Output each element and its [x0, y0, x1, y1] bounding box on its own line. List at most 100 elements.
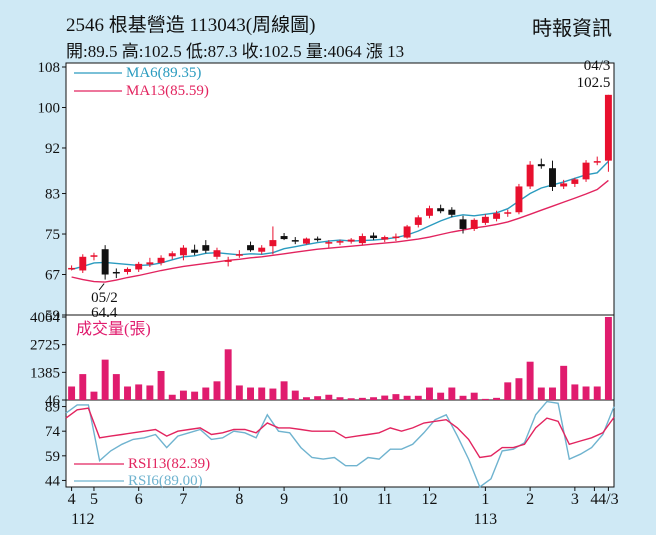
volume-bar [470, 392, 478, 400]
price-tick-label: 67 [45, 268, 61, 284]
low-annotation: 05/2 [91, 290, 118, 306]
rsi13-line [65, 407, 615, 459]
ma13-legend-label: MA13(85.59) [126, 83, 209, 99]
volume-bar [481, 398, 489, 400]
candle-body [459, 219, 467, 229]
ma6-legend-label: MA6(89.35) [126, 65, 201, 81]
candle-body [280, 236, 288, 240]
candle-body [381, 237, 389, 240]
volume-bar [124, 386, 131, 400]
volume-bar [504, 382, 512, 400]
candle-body [191, 249, 199, 253]
candle-body [291, 240, 299, 242]
volume-bar [202, 387, 210, 400]
candle-body [515, 186, 523, 213]
candle-body [481, 216, 489, 223]
candle-body [504, 212, 512, 214]
rsi13-legend-label: RSI13(82.39) [128, 456, 210, 472]
volume-bar [604, 317, 612, 400]
candle-body [224, 260, 232, 262]
x-tick-label: 5 [90, 491, 98, 508]
x-tick-label: 10 [332, 491, 348, 508]
x-tick-label: 1 [481, 491, 489, 508]
plot-area [65, 62, 615, 488]
volume-bar [549, 387, 556, 400]
rsi6-line [65, 400, 615, 489]
volume-bar [101, 359, 109, 400]
volume-bar [191, 391, 199, 400]
volume-bar [90, 391, 98, 400]
volume-bar [571, 384, 579, 400]
rsi-tick-label: 74 [45, 424, 61, 440]
volume-bar [168, 394, 176, 400]
chart-title: 2546 根基營造 113043(周線圖) [66, 15, 316, 36]
year-label: 112 [71, 511, 94, 528]
volume-bar [291, 390, 299, 400]
x-tick-label: 8 [235, 491, 243, 508]
volume-bar [157, 370, 165, 400]
x-tick-label: 3 [571, 491, 579, 508]
x-tick-label: 4/3 [598, 491, 618, 508]
price-tick-label: 75 [45, 227, 60, 243]
volume-bar [448, 387, 456, 400]
volume-title: 成交量(張) [76, 320, 151, 338]
price-tick-label: 83 [45, 187, 60, 203]
candle-body [347, 239, 355, 242]
price-tick-label: 92 [45, 141, 60, 157]
rsi-tick-label: 59 [45, 449, 60, 465]
candle-body [426, 208, 433, 216]
volume-bar [358, 397, 366, 400]
volume-bar [79, 374, 87, 400]
volume-bar [437, 392, 445, 400]
candle-body [235, 254, 243, 256]
volume-bar [526, 361, 534, 400]
rsi-tick-label: 89 [45, 400, 60, 416]
candle-body [470, 219, 478, 229]
volume-bar [582, 386, 590, 400]
volume-bar [135, 384, 143, 400]
candle-body [414, 217, 422, 225]
candle-body [146, 262, 154, 265]
candle-body [79, 256, 87, 271]
volume-bar [325, 394, 333, 400]
x-tick-label: 4 [68, 491, 76, 508]
volume-bar [426, 387, 433, 400]
high-annotation: 04/3 [584, 58, 611, 74]
source-brand: 時報資訊 [532, 18, 612, 40]
volume-bar [280, 381, 288, 400]
candle-body [157, 257, 165, 263]
candle-body [336, 241, 344, 243]
year-label: 113 [474, 511, 497, 528]
candle-body [68, 267, 76, 270]
price-tick-label: 59 [45, 308, 60, 324]
candle-body [314, 238, 322, 241]
volume-bar [235, 385, 243, 400]
x-tick-label: 2 [526, 491, 534, 508]
candle-body [168, 253, 176, 257]
price-tick-label: 108 [38, 60, 61, 76]
volume-bar [146, 385, 154, 400]
candle-body [258, 247, 266, 252]
x-tick-label: 11 [377, 491, 392, 508]
candle-body [437, 208, 445, 212]
volume-bar [179, 390, 187, 400]
volume-bar [515, 378, 523, 400]
volume-bar [314, 396, 322, 400]
low-annotation: 64.4 [91, 305, 118, 321]
candle-body [247, 245, 254, 251]
candle-body [593, 161, 601, 163]
x-tick-label: 7 [179, 491, 187, 508]
candle-body [370, 235, 378, 239]
volume-bar [560, 365, 568, 400]
price-summary: 開:89.5 高:102.5 低:87.3 收:102.5 量:4064 漲 1… [66, 42, 405, 61]
candle-body [202, 245, 210, 251]
volume-bar [493, 397, 501, 400]
volume-tick-label: 4064 [30, 310, 61, 326]
candle-body [124, 268, 131, 272]
candle-body [90, 255, 98, 257]
volume-bar [370, 397, 378, 400]
price-tick-label: 100 [38, 100, 61, 116]
volume-tick-label: 1385 [30, 365, 60, 381]
